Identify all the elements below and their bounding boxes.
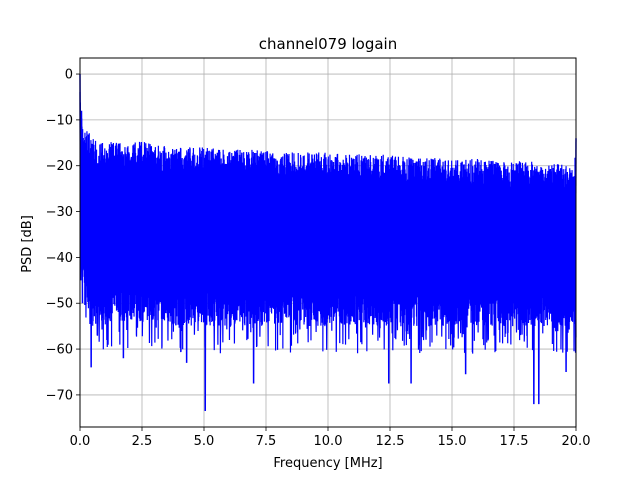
x-tick-label: 2.5 [132,434,153,449]
y-tick-label: −60 [46,343,73,358]
y-axis-label: PSD [dB] [20,215,35,273]
y-tick-label: −70 [46,388,73,403]
x-tick-label: 17.5 [500,434,529,449]
x-tick-label: 7.5 [256,434,277,449]
x-tick-label: 15.0 [438,434,467,449]
x-tick-label: 5.0 [194,434,215,449]
x-tick-label: 20.0 [562,434,591,449]
chart-title: channel079 logain [259,35,398,53]
y-tick-label: −50 [46,297,73,312]
plot-area [79,57,577,428]
y-tick-label: 0 [65,68,73,83]
x-tick-label: 12.5 [376,434,405,449]
psd-series-line [79,92,577,354]
x-tick-label: 10.0 [314,434,343,449]
x-axis-ticks: 0.0 2.5 5.0 7.5 10.0 12.5 15.0 17.5 20.0 [70,427,591,449]
data-layer [79,74,577,411]
y-axis-ticks: 0 −10 −20 −30 −40 −50 −60 −70 [46,68,80,403]
x-tick-label: 0.0 [70,434,91,449]
x-axis-label: Frequency [MHz] [273,456,382,471]
y-tick-label: −20 [46,159,73,174]
y-tick-label: −30 [46,205,73,220]
y-tick-label: −40 [46,251,73,266]
y-tick-label: −10 [46,113,73,128]
